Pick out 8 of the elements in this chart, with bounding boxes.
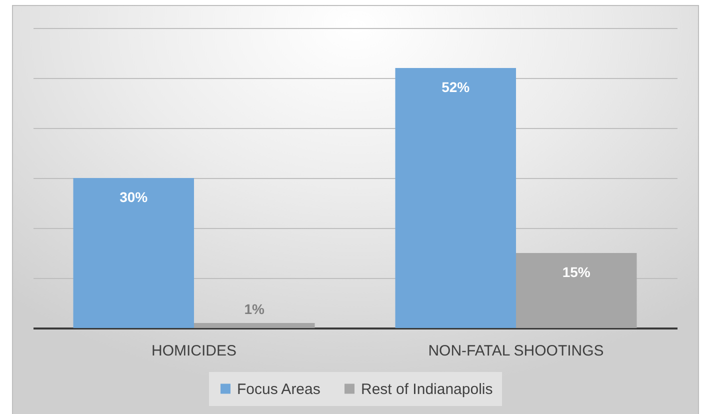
data-label: 1%: [244, 301, 266, 317]
data-label: 15%: [562, 264, 591, 280]
data-label: 52%: [442, 79, 470, 95]
x-tick-label: HOMICIDES: [151, 342, 237, 360]
data-label: 30%: [120, 189, 148, 205]
x-tick-label: NON-FATAL SHOOTINGS: [428, 342, 604, 360]
legend-label: Focus Areas: [237, 380, 320, 398]
legend-label: Rest of Indianapolis: [361, 380, 493, 398]
